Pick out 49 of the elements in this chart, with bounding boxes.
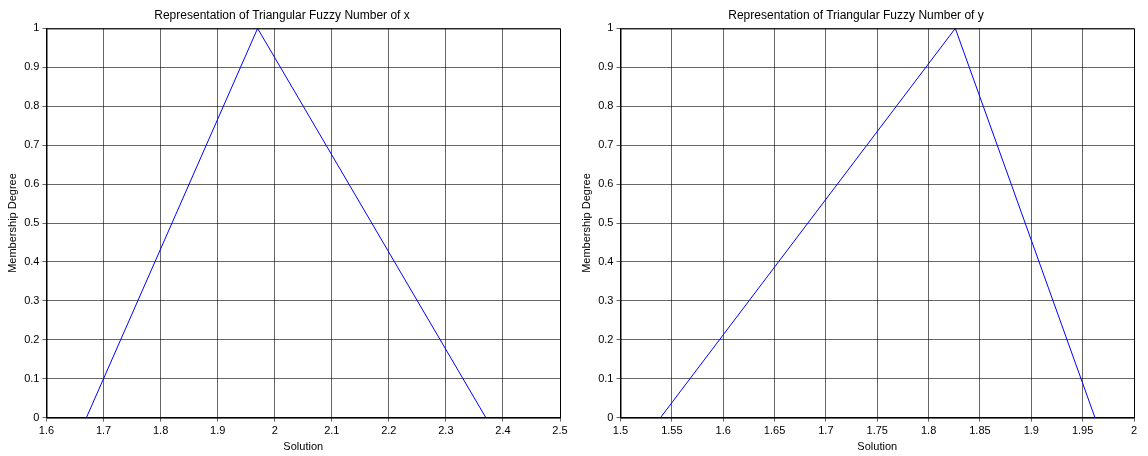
x-tick-label: 1.8 (152, 424, 169, 437)
x-tick-label: 1.7 (818, 424, 834, 437)
x-tick-label: 1.9 (1023, 424, 1039, 437)
x-tick-label: 1.9 (210, 424, 226, 437)
x-tick-label: 2.2 (381, 424, 397, 437)
y-tick-label: 0 (607, 410, 614, 423)
y-tick-label: 0.4 (598, 254, 614, 267)
x-tick-label: 1.65 (763, 424, 786, 437)
x-tick-label: 1.6 (38, 424, 55, 437)
x-tick-label: 1.85 (969, 424, 991, 437)
y-tick-label: 0.9 (24, 60, 40, 73)
y-tick-label: 0.5 (598, 216, 614, 229)
y-tick-label: 0.9 (598, 60, 614, 73)
y-axis-title: Membership Degree (579, 173, 592, 273)
x-tick-label: 2.5 (552, 424, 568, 437)
x-tick-label: 2 (271, 424, 278, 437)
x-tick-label: 1.8 (920, 424, 937, 437)
y-tick-label: 0 (33, 410, 40, 423)
y-tick-label: 0.5 (24, 216, 40, 229)
x-tick-label: 1.5 (612, 424, 629, 437)
chart-title: Representation of Triangular Fuzzy Number of x (154, 7, 410, 22)
y-tick-label: 1 (33, 21, 40, 34)
x-tick-label: 1.7 (95, 424, 112, 437)
x-tick-label: 1.75 (866, 424, 888, 437)
y-tick-label: 0.6 (598, 177, 614, 190)
x-tick-label: 2 (1130, 424, 1138, 437)
y-tick-label: 0.6 (24, 177, 40, 190)
y-tick-label: 0.2 (24, 332, 40, 345)
y-tick-label: 0.8 (598, 99, 614, 112)
y-tick-label: 0.1 (598, 371, 614, 384)
y-tick-label: 0.1 (24, 371, 40, 384)
x-axis-title: Solution (283, 440, 324, 453)
chart-title: Representation of Triangular Fuzzy Number of y (728, 7, 984, 22)
y-tick-label: 0.2 (598, 332, 614, 345)
y-tick-label: 0.3 (24, 293, 40, 306)
x-tick-label: 2.1 (324, 424, 340, 437)
y-tick-label: 1 (607, 21, 614, 34)
y-axis-title: Membership Degree (5, 173, 18, 273)
x-tick-label: 1.95 (1071, 424, 1094, 437)
x-tick-label: 1.6 (715, 424, 731, 437)
y-tick-label: 0.8 (24, 99, 40, 112)
y-tick-label: 0.7 (598, 138, 614, 151)
y-tick-label: 0.3 (598, 293, 614, 306)
y-tick-label: 0.4 (24, 254, 40, 267)
x-axis-title: Solution (857, 440, 898, 453)
x-tick-label: 2.4 (495, 424, 511, 437)
x-tick-label: 1.55 (661, 424, 683, 437)
x-tick-label: 2.3 (438, 424, 454, 437)
y-tick-label: 0.7 (24, 138, 40, 151)
